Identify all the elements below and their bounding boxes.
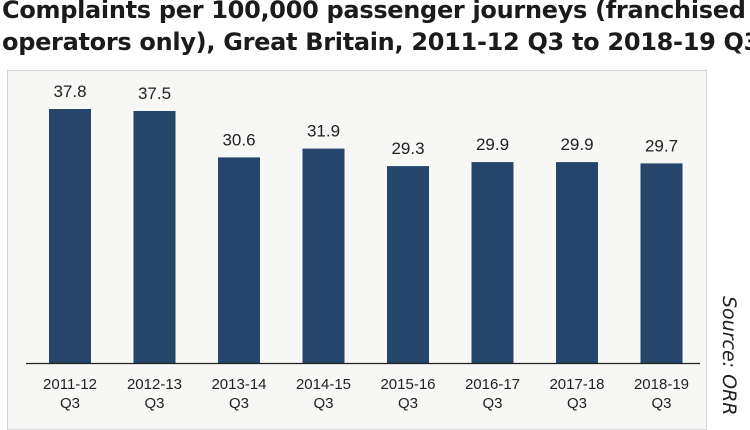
x-tick-label-quarter: Q3	[313, 395, 333, 412]
x-tick-label-quarter: Q3	[567, 395, 587, 412]
chart-title-line-2: operators only), Great Britain, 2011-12 …	[2, 28, 750, 56]
x-tick-label-quarter: Q3	[482, 395, 502, 412]
x-tick-label-quarter: Q3	[229, 395, 249, 412]
bar-2013-14	[218, 157, 260, 363]
x-tick-label-year: 2018-19	[634, 376, 689, 393]
data-label-2012-13: 37.5	[138, 84, 171, 103]
bar-2012-13	[133, 111, 176, 363]
data-label-2011-12: 37.8	[53, 82, 86, 101]
bar-2016-17	[471, 162, 514, 363]
bar-2015-16	[387, 166, 429, 363]
data-label-2017-18: 29.9	[560, 135, 593, 154]
chart-title: Complaints per 100,000 passenger journey…	[0, 0, 750, 58]
x-tick-label-year: 2017-18	[549, 376, 604, 393]
x-tick-label-year: 2011-12	[43, 376, 97, 393]
x-tick-label-quarter: Q3	[651, 395, 671, 412]
source-note: Source: ORR	[709, 296, 749, 421]
data-label-2018-19: 29.7	[645, 136, 678, 155]
x-tick-label-quarter: Q3	[398, 395, 418, 412]
x-tick-label-year: 2014-15	[296, 376, 351, 393]
bar-2018-19	[640, 163, 683, 363]
bar-chart: 37.8 2011-12 Q3 37.5 2012-13 Q3 30.6 2013-14 Q3 3…	[26, 82, 700, 412]
data-label-2014-15: 31.9	[307, 122, 340, 141]
data-label-2013-14: 30.6	[222, 130, 255, 149]
x-tick-label-year: 2013-14	[211, 376, 266, 393]
x-tick-label-quarter: Q3	[60, 395, 80, 412]
x-tick-label-quarter: Q3	[144, 395, 164, 412]
x-tick-label-year: 2012-13	[127, 376, 182, 393]
bar-2017-18	[556, 162, 598, 363]
source-text: Source: ORR	[718, 296, 740, 416]
x-tick-label-year: 2016-17	[465, 376, 520, 393]
chart-title-line-1: Complaints per 100,000 passenger journey…	[2, 0, 746, 24]
x-tick-label-year: 2015-16	[380, 376, 435, 393]
data-label-2016-17: 29.9	[476, 135, 509, 154]
bar-2014-15	[302, 148, 345, 363]
bar-2011-12	[49, 109, 91, 363]
data-label-2015-16: 29.3	[391, 139, 424, 158]
